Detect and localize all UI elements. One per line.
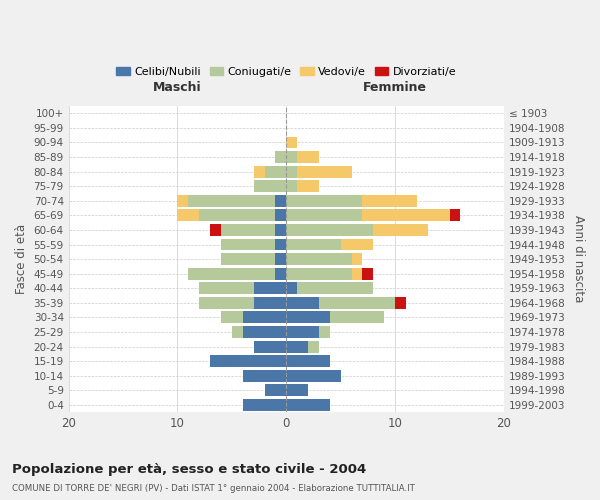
Bar: [199, 282, 254, 294]
Bar: [275, 238, 286, 250]
Bar: [362, 268, 373, 280]
Bar: [243, 370, 286, 382]
Bar: [243, 312, 286, 324]
Bar: [188, 195, 275, 207]
Bar: [275, 210, 286, 222]
Bar: [221, 224, 275, 236]
Bar: [265, 384, 286, 396]
Y-axis label: Anni di nascita: Anni di nascita: [572, 216, 585, 303]
Bar: [352, 253, 362, 265]
Bar: [286, 326, 319, 338]
Bar: [275, 151, 286, 163]
Bar: [254, 180, 286, 192]
Bar: [330, 312, 384, 324]
Text: Popolazione per età, sesso e stato civile - 2004: Popolazione per età, sesso e stato civil…: [12, 462, 366, 475]
Bar: [232, 326, 243, 338]
Bar: [254, 297, 286, 309]
Bar: [395, 297, 406, 309]
Bar: [297, 282, 373, 294]
Bar: [286, 282, 297, 294]
Text: Femmine: Femmine: [363, 82, 427, 94]
Bar: [286, 166, 297, 177]
Bar: [221, 312, 243, 324]
Bar: [286, 384, 308, 396]
Bar: [188, 268, 275, 280]
Bar: [319, 326, 330, 338]
Bar: [286, 355, 330, 367]
Bar: [221, 238, 275, 250]
Bar: [286, 224, 373, 236]
Y-axis label: Fasce di età: Fasce di età: [15, 224, 28, 294]
Bar: [286, 151, 297, 163]
Bar: [243, 399, 286, 411]
Bar: [297, 180, 319, 192]
Bar: [199, 297, 254, 309]
Bar: [373, 224, 428, 236]
Bar: [254, 166, 265, 177]
Bar: [308, 340, 319, 352]
Bar: [265, 166, 286, 177]
Bar: [275, 224, 286, 236]
Bar: [286, 399, 330, 411]
Text: Maschi: Maschi: [153, 82, 202, 94]
Bar: [178, 195, 188, 207]
Text: COMUNE DI TORRE DE' NEGRI (PV) - Dati ISTAT 1° gennaio 2004 - Elaborazione TUTTI: COMUNE DI TORRE DE' NEGRI (PV) - Dati IS…: [12, 484, 415, 493]
Bar: [362, 210, 449, 222]
Bar: [199, 210, 275, 222]
Bar: [210, 355, 286, 367]
Bar: [286, 180, 297, 192]
Bar: [297, 166, 352, 177]
Bar: [178, 210, 199, 222]
Bar: [275, 268, 286, 280]
Bar: [286, 210, 362, 222]
Bar: [286, 340, 308, 352]
Bar: [449, 210, 460, 222]
Bar: [286, 253, 352, 265]
Legend: Celibi/Nubili, Coniugati/e, Vedovi/e, Divorziati/e: Celibi/Nubili, Coniugati/e, Vedovi/e, Di…: [112, 62, 461, 82]
Bar: [286, 312, 330, 324]
Bar: [275, 253, 286, 265]
Bar: [286, 238, 341, 250]
Bar: [254, 340, 286, 352]
Bar: [254, 282, 286, 294]
Bar: [286, 136, 297, 148]
Bar: [286, 370, 341, 382]
Bar: [341, 238, 373, 250]
Bar: [319, 297, 395, 309]
Bar: [210, 224, 221, 236]
Bar: [362, 195, 417, 207]
Bar: [243, 326, 286, 338]
Bar: [297, 151, 319, 163]
Bar: [286, 297, 319, 309]
Bar: [352, 268, 362, 280]
Bar: [275, 195, 286, 207]
Bar: [286, 195, 362, 207]
Bar: [286, 268, 352, 280]
Bar: [221, 253, 275, 265]
